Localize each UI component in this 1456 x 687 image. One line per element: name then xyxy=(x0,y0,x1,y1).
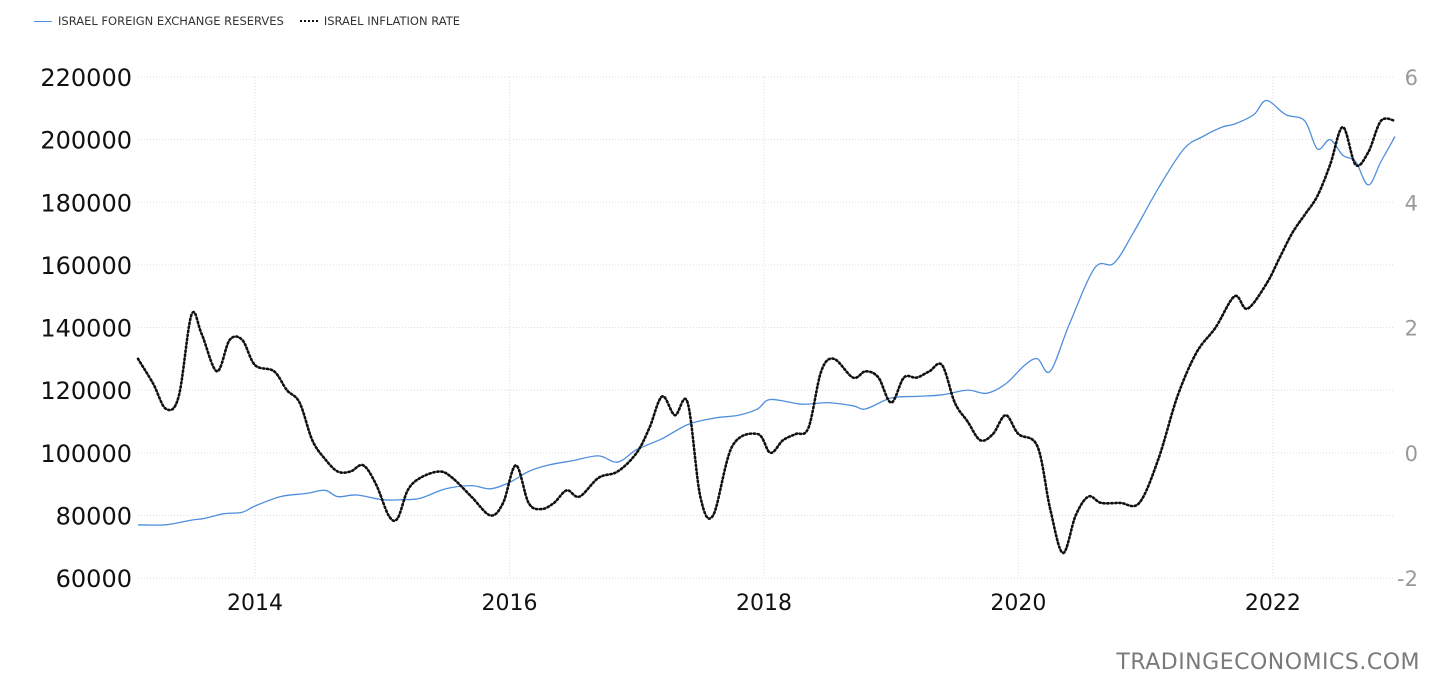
legend-label-inflation: ISRAEL INFLATION RATE xyxy=(323,14,460,28)
right-y-axis: -2 0 2 4 6 xyxy=(1397,66,1418,591)
y-left-tick-label: 100000 xyxy=(40,440,132,468)
legend-item-reserves[interactable]: ISRAEL FOREIGN EXCHANGE RESERVES xyxy=(34,14,284,28)
left-y-axis: 60000 80000 100000 120000 140000 160000 180000… xyxy=(40,64,132,593)
y-left-tick-label: 140000 xyxy=(40,315,132,343)
legend-item-inflation[interactable]: ISRAEL INFLATION RATE xyxy=(299,14,460,28)
series-line-inflation xyxy=(136,117,1397,555)
y-left-tick-label: 200000 xyxy=(40,127,132,155)
y-left-tick-label: 60000 xyxy=(56,565,132,593)
legend-swatch-dotted xyxy=(299,20,318,22)
x-tick-label: 2022 xyxy=(1245,591,1301,616)
x-tick-label: 2014 xyxy=(227,591,283,616)
y-left-tick-label: 80000 xyxy=(56,502,132,530)
y-right-tick-label: 0 xyxy=(1405,442,1418,466)
y-left-tick-label: 180000 xyxy=(40,189,132,217)
x-tick-label: 2016 xyxy=(482,591,538,616)
legend: ISRAEL FOREIGN EXCHANGE RESERVES ISRAEL … xyxy=(34,14,476,28)
watermark: TRADINGECONOMICS.COM xyxy=(1116,650,1420,675)
y-left-tick-label: 220000 xyxy=(40,64,132,92)
y-right-tick-label: 2 xyxy=(1405,317,1418,341)
x-tick-label: 2018 xyxy=(736,591,792,616)
y-right-tick-label: -2 xyxy=(1397,567,1418,591)
y-left-tick-label: 160000 xyxy=(40,252,132,280)
y-left-tick-label: 120000 xyxy=(40,377,132,405)
legend-label-reserves: ISRAEL FOREIGN EXCHANGE RESERVES xyxy=(58,14,284,28)
grid-lines xyxy=(138,76,1395,579)
x-axis: 2014 2016 2018 2020 2022 xyxy=(227,591,1301,616)
legend-swatch-solid xyxy=(34,20,52,22)
x-tick-label: 2020 xyxy=(990,591,1046,616)
y-right-tick-label: 6 xyxy=(1405,66,1418,90)
y-right-tick-label: 4 xyxy=(1405,191,1418,215)
series-lines xyxy=(136,99,1397,555)
